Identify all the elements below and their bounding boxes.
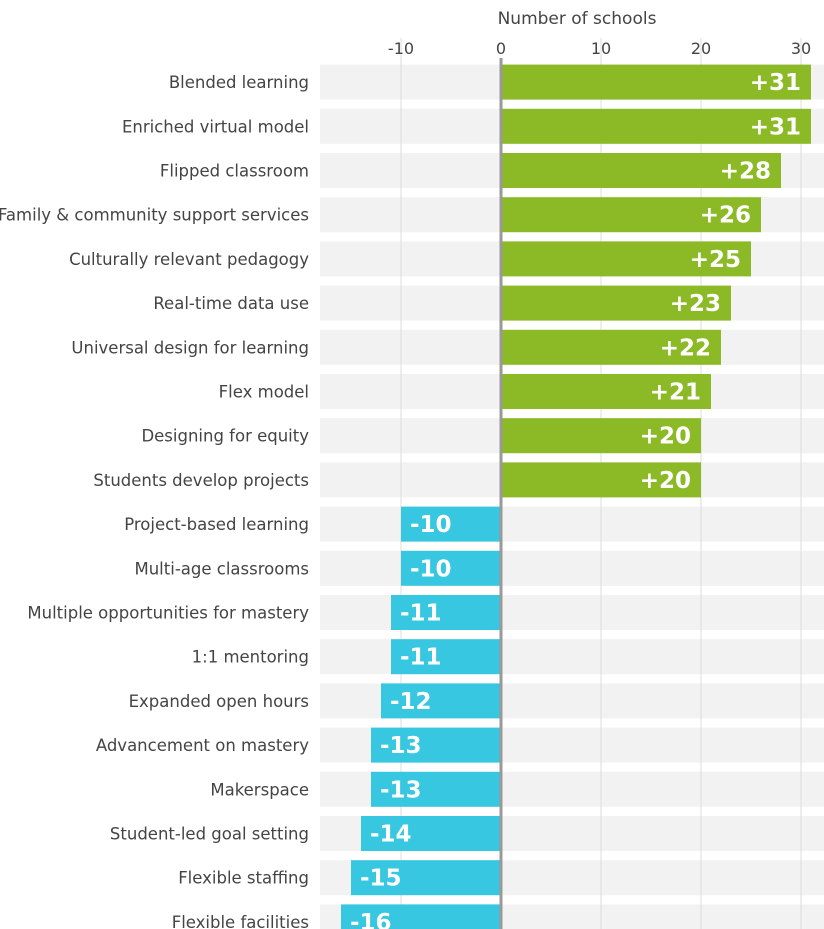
bar-positive	[501, 197, 761, 233]
value-label: +22	[660, 335, 711, 361]
bar-negative	[391, 595, 501, 630]
bar-negative	[341, 904, 501, 929]
category-label: Blended learning	[169, 73, 309, 92]
category-label: Expanded open hours	[129, 692, 309, 711]
bar-positive	[501, 285, 731, 321]
category-label: Multi-age classrooms	[134, 559, 309, 578]
value-label: +26	[700, 203, 751, 229]
value-label: +20	[640, 424, 691, 450]
value-label: +31	[750, 114, 801, 140]
bar-positive	[501, 329, 721, 365]
x-tick-label: 20	[691, 39, 711, 58]
value-label: -15	[360, 866, 402, 892]
value-label: -10	[410, 556, 452, 582]
value-label: -16	[350, 910, 392, 929]
category-label: Student-led goal setting	[110, 825, 309, 844]
bar-positive	[501, 374, 711, 409]
bar-positive	[501, 64, 811, 100]
x-axis-title: Number of schools	[498, 9, 657, 29]
bar-negative	[391, 639, 501, 675]
bar-negative	[381, 683, 501, 719]
bar-negative	[371, 727, 501, 763]
category-label: Flex model	[219, 383, 309, 402]
category-label: Family & community support services	[0, 206, 309, 225]
value-label: -11	[400, 645, 442, 671]
row-band	[320, 550, 824, 586]
x-tick-label: 30	[791, 39, 811, 58]
value-label: +25	[690, 247, 741, 273]
category-label: Flexible facilities	[172, 913, 309, 929]
bar-negative	[351, 860, 501, 896]
category-label: Students develop projects	[93, 471, 309, 490]
value-label: -11	[400, 601, 442, 627]
bar-positive	[501, 108, 811, 144]
bar-positive	[501, 462, 701, 498]
category-label: Designing for equity	[141, 427, 309, 446]
category-label: Project-based learning	[124, 515, 309, 534]
x-tick-label: 10	[591, 39, 611, 58]
category-label: Makerspace	[210, 780, 309, 799]
category-label: 1:1 mentoring	[192, 648, 309, 667]
value-label: -12	[390, 689, 432, 715]
value-label: -14	[370, 822, 412, 848]
category-label: Flipped classroom	[160, 162, 309, 181]
bar-negative	[401, 550, 501, 586]
bar-positive	[501, 153, 781, 188]
category-label: Enriched virtual model	[122, 117, 309, 136]
category-label: Culturally relevant pedagogy	[69, 250, 309, 269]
bar-positive	[501, 418, 701, 454]
category-label: Flexible staffing	[178, 869, 309, 888]
value-label: +23	[670, 291, 721, 317]
value-label: -10	[410, 512, 452, 538]
x-tick-label: -10	[388, 39, 414, 58]
category-label: Universal design for learning	[71, 338, 309, 357]
category-label: Multiple opportunities for mastery	[27, 604, 309, 623]
bar-negative	[361, 816, 501, 851]
bar-negative	[371, 771, 501, 807]
row-band	[320, 506, 824, 542]
value-label: +20	[640, 468, 691, 494]
bar-positive	[501, 241, 751, 277]
value-label: -13	[380, 733, 422, 759]
value-label: +28	[720, 159, 771, 185]
category-label: Advancement on mastery	[96, 736, 309, 755]
value-label: +21	[650, 380, 701, 406]
x-tick-label: 0	[496, 39, 506, 58]
value-label: +31	[750, 70, 801, 96]
value-label: -13	[380, 777, 422, 803]
category-label: Real-time data use	[153, 294, 309, 313]
bar-negative	[401, 506, 501, 542]
